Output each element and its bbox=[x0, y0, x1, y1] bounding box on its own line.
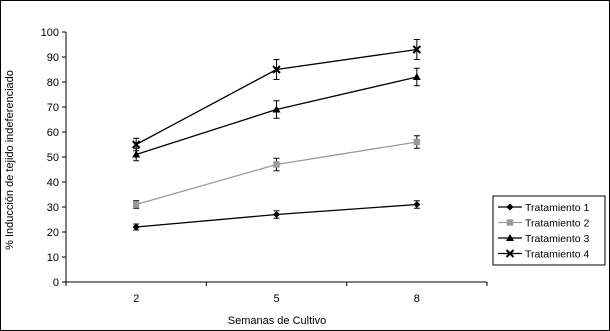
data-point bbox=[413, 201, 421, 208]
data-point bbox=[412, 45, 422, 54]
legend-label: Tratamiento 4 bbox=[525, 249, 590, 261]
x-axis: 2 5 8 bbox=[65, 281, 488, 305]
y-tick-label: 100 bbox=[41, 27, 59, 39]
y-tick-label: 90 bbox=[47, 52, 59, 64]
y-tick-label: 60 bbox=[47, 127, 59, 139]
data-point bbox=[412, 73, 421, 80]
y-axis-label: % Inducción de tejido indeferenciado bbox=[4, 70, 16, 250]
data-point bbox=[132, 223, 140, 231]
x-tick-label: 5 bbox=[273, 293, 279, 305]
legend-label: Tratamiento 1 bbox=[525, 202, 590, 214]
series-2 bbox=[132, 135, 421, 209]
plot-area bbox=[131, 39, 422, 231]
legend: Tratamiento 1 Tratamiento 2 Tratamiento 3 T… bbox=[492, 195, 606, 266]
y-axis: 0 10 20 30 40 50 60 70 80 90 100 bbox=[41, 27, 67, 289]
y-tick-label: 50 bbox=[47, 152, 59, 164]
data-point bbox=[131, 140, 141, 149]
data-point bbox=[272, 65, 281, 74]
y-tick-label: 40 bbox=[47, 177, 59, 189]
legend-marker bbox=[506, 203, 514, 211]
y-tick-label: 30 bbox=[47, 202, 59, 214]
series-4 bbox=[131, 39, 422, 152]
legend-label: Tratamiento 3 bbox=[525, 233, 590, 245]
legend-marker bbox=[505, 249, 515, 258]
x-tick-label: 8 bbox=[414, 293, 420, 305]
y-tick-label: 80 bbox=[47, 77, 59, 89]
data-point bbox=[273, 211, 280, 218]
data-point bbox=[132, 201, 140, 208]
series-1 bbox=[132, 200, 421, 231]
legend-marker bbox=[506, 234, 514, 241]
data-point bbox=[272, 105, 281, 113]
data-point bbox=[132, 150, 141, 158]
y-tick-label: 20 bbox=[47, 227, 59, 239]
data-point bbox=[413, 138, 421, 146]
series-line bbox=[135, 141, 417, 206]
series-3 bbox=[132, 67, 421, 162]
y-tick-label: 0 bbox=[53, 277, 59, 289]
data-point bbox=[273, 161, 280, 168]
y-tick-label: 70 bbox=[47, 102, 59, 114]
x-tick-label: 2 bbox=[133, 293, 139, 305]
y-tick-label: 10 bbox=[47, 252, 59, 264]
legend-label: Tratamiento 2 bbox=[525, 218, 590, 230]
x-axis-label: Semanas de Cultivo bbox=[228, 315, 326, 327]
legend-marker bbox=[506, 219, 514, 226]
